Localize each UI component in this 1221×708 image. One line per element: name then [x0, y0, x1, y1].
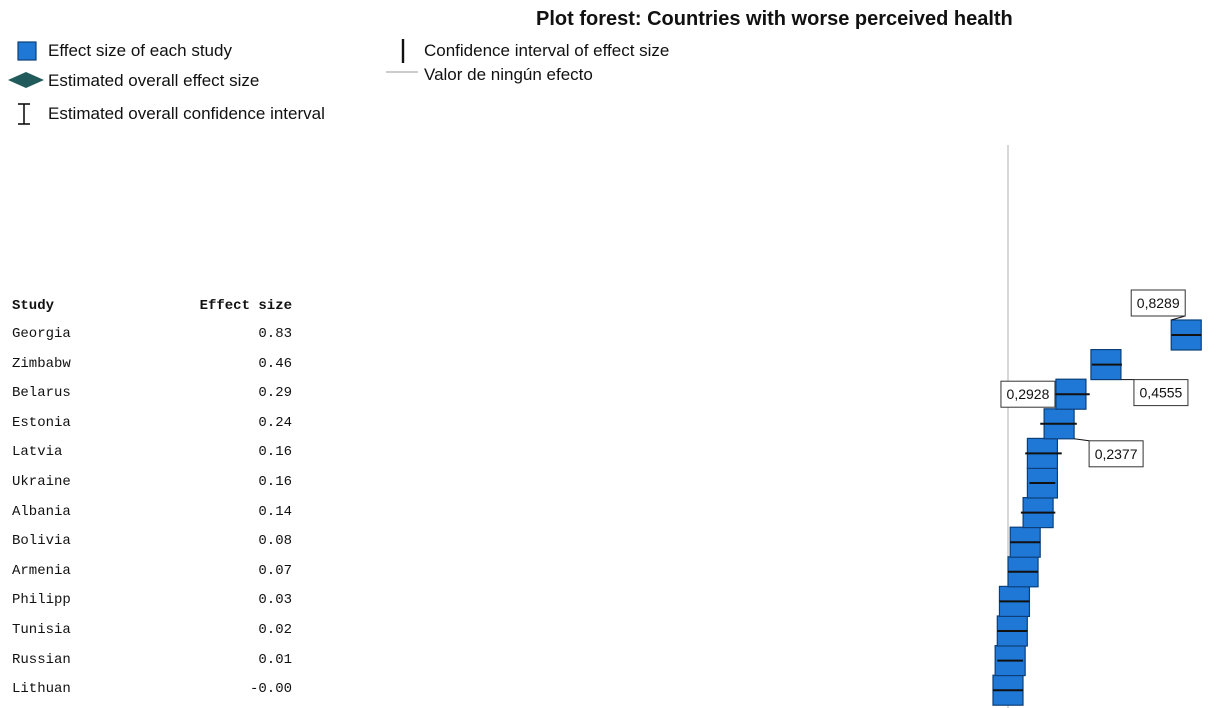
study-effect-value: 0.03	[258, 592, 292, 609]
study-name: Bolivia	[12, 533, 71, 550]
study-effect-value: 0.29	[258, 385, 292, 402]
table-row: Russian 0.01	[12, 652, 292, 674]
study-effect-value: 0.16	[258, 444, 292, 461]
col-effect-header: Effect size	[199, 298, 292, 314]
study-effect-value: 0.46	[258, 355, 292, 372]
study-name: Russian	[12, 651, 71, 668]
chart-title: Plot forest: Countries with worse percei…	[536, 8, 1013, 30]
study-name: Zimbabw	[12, 355, 71, 372]
study-effect-value: 0.24	[258, 414, 292, 431]
study-name: Lithuan	[12, 681, 71, 698]
study-name: Georgia	[12, 326, 71, 342]
annotation-leader	[1074, 438, 1090, 442]
table-row: Tunisia 0.02	[12, 622, 292, 644]
study-effect-value: -0.00	[249, 681, 292, 698]
study-name: Belarus	[12, 385, 71, 402]
table-row: Lithuan -0.00	[12, 681, 292, 703]
table-row: Ukraine 0.16	[12, 474, 292, 496]
study-effect-value: 0.83	[258, 326, 292, 342]
study-effect-value: 0.02	[258, 622, 292, 638]
table-header: Study Effect size	[12, 298, 292, 320]
table-row: Albania 0.14	[12, 504, 292, 526]
study-effect-value: 0.14	[258, 503, 292, 520]
legend-no-effect: Valor de ningún efecto	[424, 65, 593, 84]
study-effect-value: 0.08	[258, 533, 292, 550]
annotation-label: 0,2928	[1007, 386, 1050, 402]
study-name: Albania	[12, 503, 71, 520]
study-name: Estonia	[12, 414, 71, 431]
study-name: Armenia	[12, 562, 71, 579]
table-row: Armenia 0.07	[12, 563, 292, 585]
annotation-box	[1000, 380, 1056, 408]
study-effect-value: 0.16	[258, 474, 292, 490]
study-effect-value: 0.07	[258, 562, 292, 579]
annotation-box	[1088, 440, 1144, 468]
table-row: Latvia 0.16	[12, 444, 292, 466]
legend-diamond-icon	[8, 72, 44, 88]
annotation-label: 0,4555	[1140, 385, 1183, 401]
study-effect-value: 0.01	[258, 651, 292, 668]
legend-overall-ci-icon	[18, 103, 30, 125]
legend-study-effect: Effect size of each study	[48, 41, 232, 60]
table-row: Belarus 0.29	[12, 385, 292, 407]
annotation-label: 0,2377	[1095, 446, 1138, 462]
legend-overall-effect: Estimated overall effect size	[48, 71, 260, 90]
annotation-box	[1130, 289, 1186, 317]
table-row: Philipp 0.03	[12, 592, 292, 614]
col-study-header: Study	[12, 298, 55, 314]
study-name: Philipp	[12, 592, 71, 609]
legend-no-effect-line-icon	[386, 71, 418, 73]
legend-overall-ci: Estimated overall confidence interval	[48, 104, 325, 123]
annotation-box	[1133, 379, 1189, 407]
study-name: Tunisia	[12, 622, 71, 638]
legend-ci-icon	[401, 39, 405, 63]
table-row: Estonia 0.24	[12, 415, 292, 437]
study-name: Latvia	[12, 444, 63, 461]
annotation-leader	[1171, 315, 1186, 321]
legend-study-marker-icon	[17, 41, 37, 61]
table-row: Bolivia 0.08	[12, 533, 292, 555]
annotation-label: 0,8289	[1137, 295, 1180, 311]
study-name: Ukraine	[12, 474, 71, 490]
legend-ci: Confidence interval of effect size	[424, 41, 670, 60]
table-row: Zimbabw 0.46	[12, 356, 292, 378]
table-row: Georgia 0.83	[12, 326, 292, 348]
